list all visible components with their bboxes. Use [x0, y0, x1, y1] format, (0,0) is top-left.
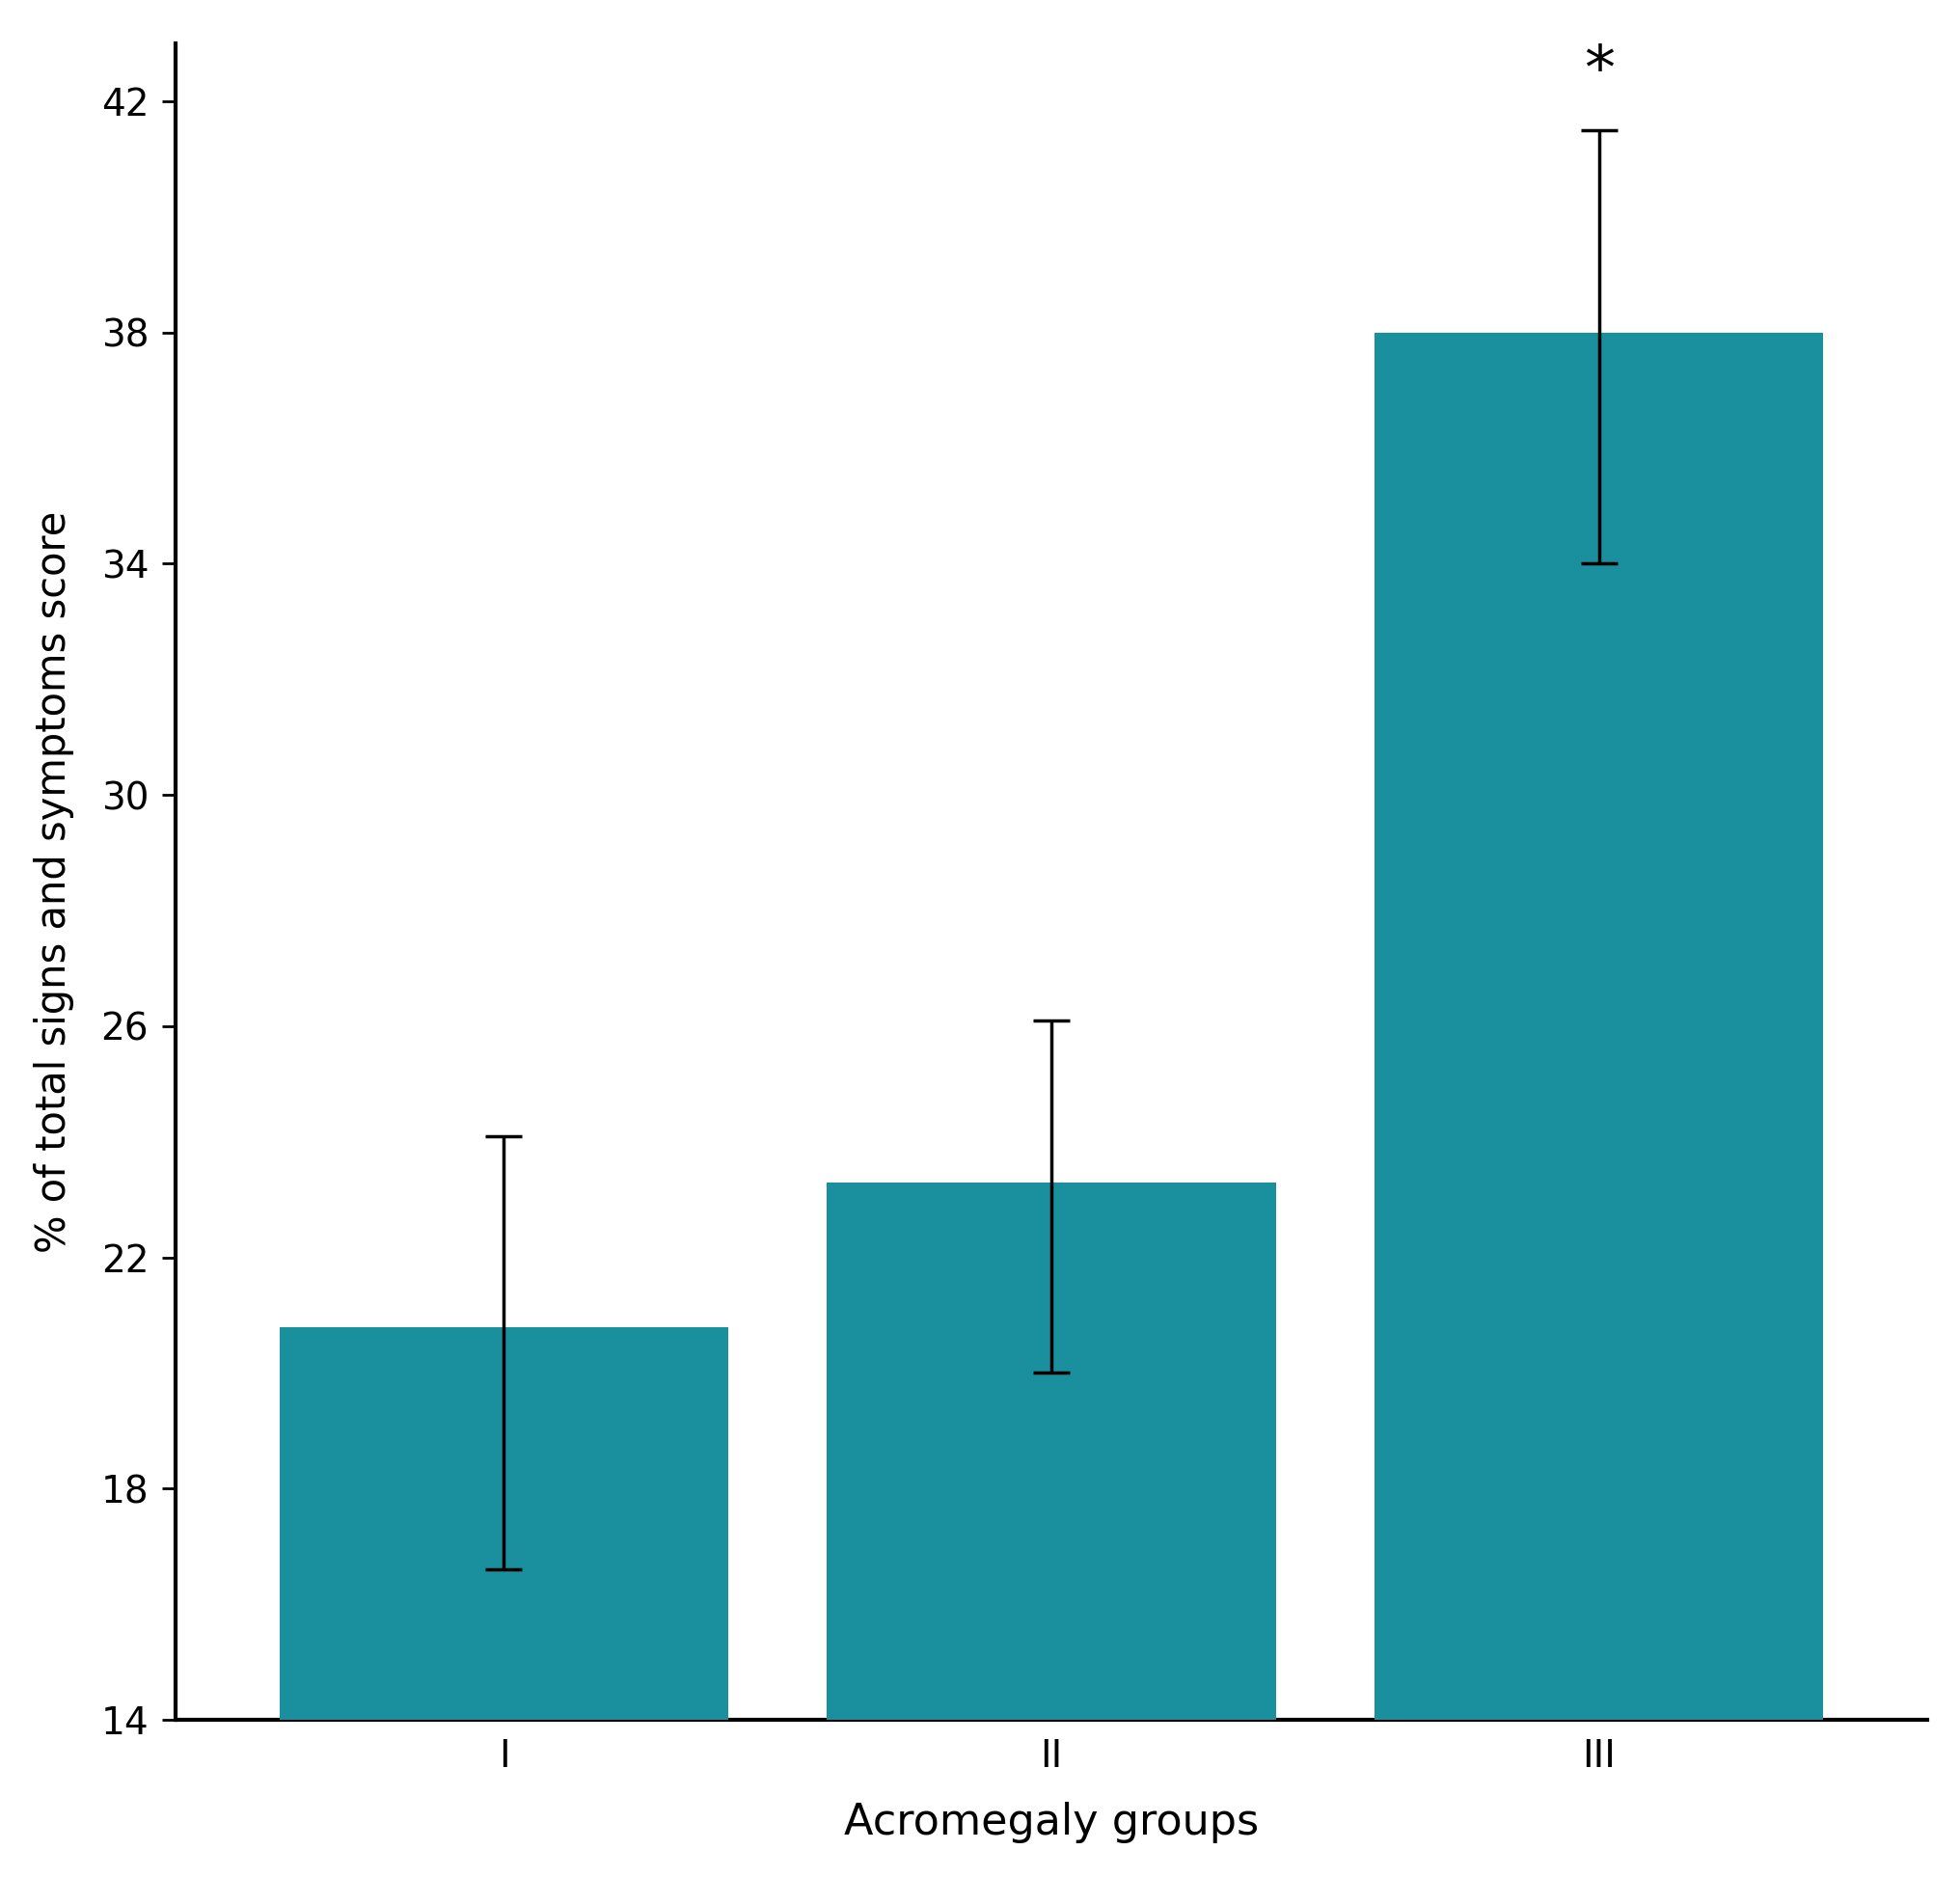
Bar: [827, 1183, 1276, 1719]
X-axis label: Acromegaly groups: Acromegaly groups: [843, 1802, 1258, 1843]
Bar: [280, 1327, 727, 1719]
Text: *: *: [1584, 41, 1613, 101]
Y-axis label: % of total signs and symptoms score: % of total signs and symptoms score: [33, 511, 74, 1252]
Bar: [1374, 332, 1823, 1719]
